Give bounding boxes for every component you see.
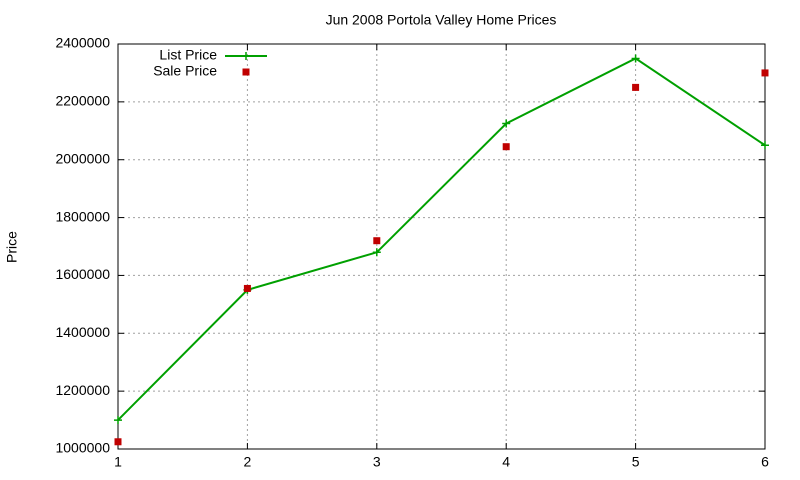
point-marker bbox=[114, 438, 122, 446]
point-marker bbox=[372, 248, 381, 257]
x-tick-label: 1 bbox=[114, 454, 122, 470]
y-tick-label: 1000000 bbox=[55, 440, 110, 456]
x-tick-label: 3 bbox=[373, 454, 381, 470]
point-marker bbox=[632, 83, 640, 91]
x-tick-label: 6 bbox=[761, 454, 769, 470]
y-tick-label: 2400000 bbox=[55, 35, 110, 51]
chart-title: Jun 2008 Portola Valley Home Prices bbox=[326, 12, 557, 28]
point-marker bbox=[243, 284, 251, 292]
y-tick-label: 1800000 bbox=[55, 208, 110, 224]
legend-swatch bbox=[242, 68, 250, 76]
point-marker bbox=[502, 119, 511, 128]
point-marker bbox=[373, 237, 381, 245]
point-marker bbox=[502, 143, 510, 151]
legend-swatch bbox=[242, 52, 250, 60]
y-tick-label: 1400000 bbox=[55, 324, 110, 340]
legend-label: Sale Price bbox=[153, 63, 217, 79]
y-tick-label: 1600000 bbox=[55, 266, 110, 282]
y-axis-label: Price bbox=[4, 231, 20, 263]
y-tick-label: 2000000 bbox=[55, 150, 110, 166]
point-marker bbox=[761, 69, 769, 77]
y-tick-label: 1200000 bbox=[55, 382, 110, 398]
x-tick-label: 4 bbox=[502, 454, 510, 470]
plot-frame bbox=[117, 43, 766, 450]
y-tick-label: 2200000 bbox=[55, 93, 110, 109]
point-marker bbox=[631, 54, 640, 63]
point-marker bbox=[761, 141, 769, 150]
point-marker bbox=[114, 416, 122, 425]
series-line bbox=[117, 57, 766, 421]
x-tick-label: 2 bbox=[244, 454, 252, 470]
legend-label: List Price bbox=[159, 47, 217, 63]
x-tick-label: 5 bbox=[632, 454, 640, 470]
